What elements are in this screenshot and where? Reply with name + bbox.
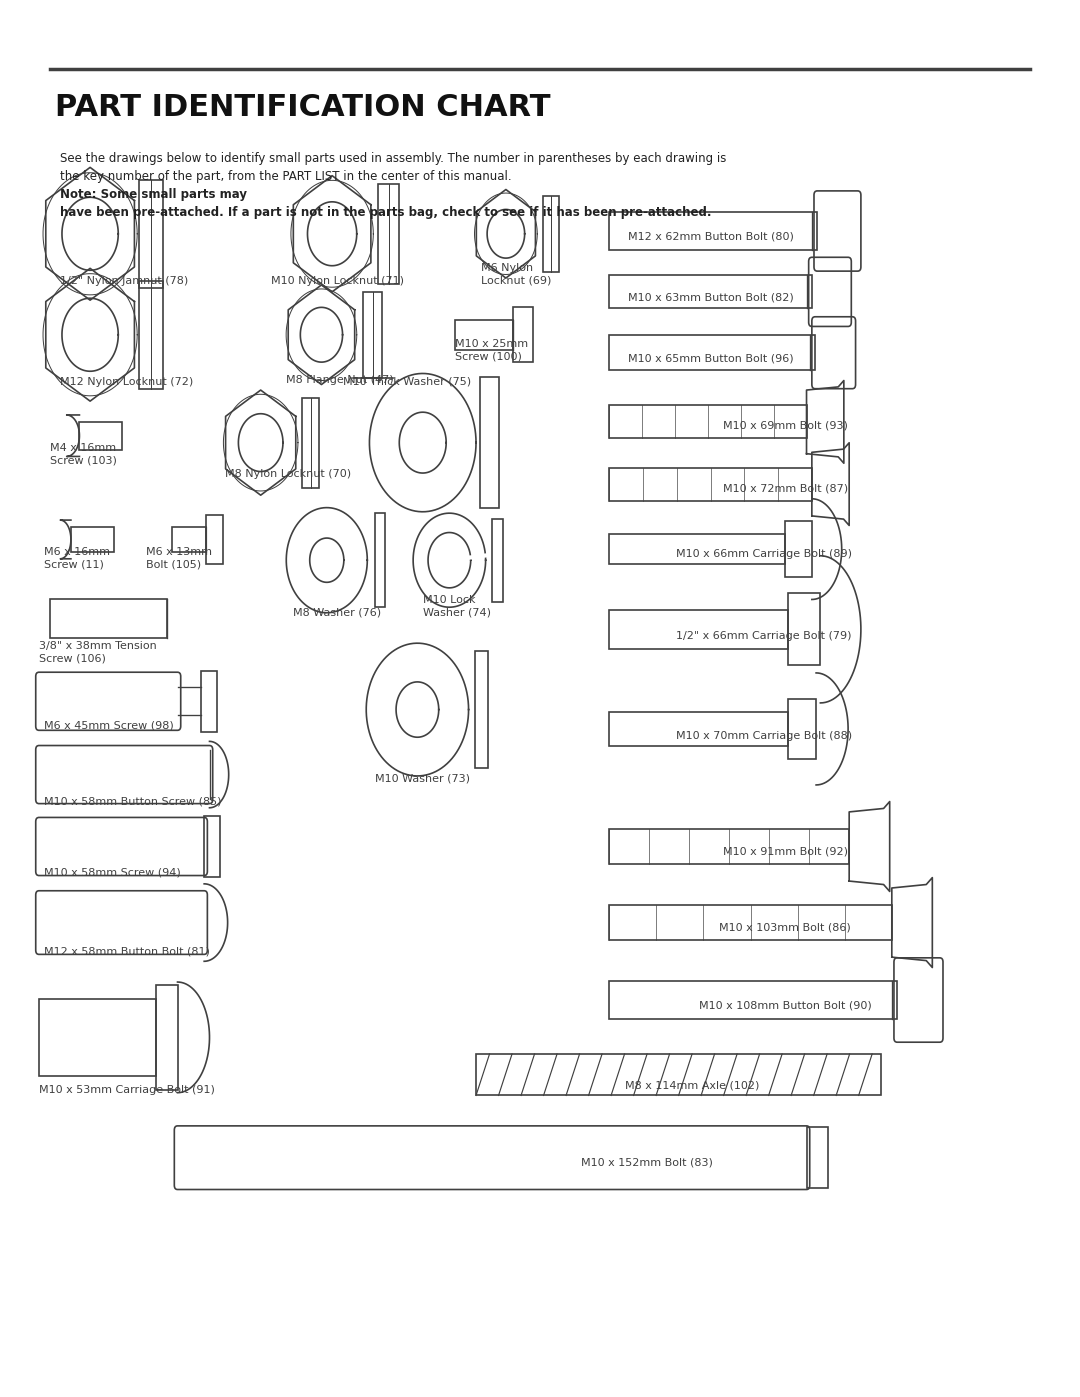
Text: M12 x 58mm Button Bolt (81): M12 x 58mm Button Bolt (81) — [44, 946, 211, 957]
Text: M12 x 62mm Button Bolt (80): M12 x 62mm Button Bolt (80) — [627, 232, 794, 242]
Text: M10 x 103mm Bolt (86): M10 x 103mm Bolt (86) — [719, 923, 851, 933]
Text: M10 x 63mm Button Bolt (82): M10 x 63mm Button Bolt (82) — [627, 292, 794, 302]
Bar — [609, 830, 849, 863]
Bar — [609, 712, 788, 746]
Bar — [481, 377, 499, 509]
Text: M10 x 108mm Button Bolt (90): M10 x 108mm Button Bolt (90) — [699, 1000, 872, 1010]
Text: M8 Washer (76): M8 Washer (76) — [293, 608, 381, 617]
Text: M10 x 65mm Button Bolt (96): M10 x 65mm Button Bolt (96) — [627, 353, 794, 363]
Text: Note: Some small parts may
have been pre-attached. If a part is not in the parts: Note: Some small parts may have been pre… — [60, 189, 712, 219]
Text: M10 x 70mm Carriage Bolt (88): M10 x 70mm Carriage Bolt (88) — [676, 731, 852, 740]
Bar — [455, 320, 513, 351]
Bar — [475, 651, 488, 768]
Bar — [609, 905, 892, 940]
Text: M6 x 45mm Screw (98): M6 x 45mm Screw (98) — [44, 721, 174, 731]
Bar — [204, 816, 220, 877]
Bar — [788, 698, 816, 760]
Text: M10 x 58mm Button Screw (85): M10 x 58mm Button Screw (85) — [44, 798, 221, 807]
Bar — [609, 405, 807, 439]
Bar — [157, 985, 177, 1090]
Bar — [609, 275, 812, 309]
Bar — [609, 211, 818, 250]
Text: M6 x 13mm
Bolt (105): M6 x 13mm Bolt (105) — [146, 546, 212, 569]
Bar — [609, 534, 785, 564]
Bar — [807, 1127, 828, 1187]
Bar — [378, 184, 400, 284]
Text: M10 x 69mm Bolt (93): M10 x 69mm Bolt (93) — [723, 420, 848, 430]
Bar — [50, 599, 167, 637]
Bar — [39, 999, 157, 1076]
Text: 1/2" x 66mm Carriage Bolt (79): 1/2" x 66mm Carriage Bolt (79) — [676, 631, 852, 641]
Text: M10 x 25mm
Screw (100): M10 x 25mm Screw (100) — [455, 339, 528, 362]
Bar — [513, 307, 532, 362]
Text: M10 x 152mm Bolt (83): M10 x 152mm Bolt (83) — [581, 1158, 713, 1168]
Bar — [80, 422, 122, 450]
Bar — [375, 513, 386, 608]
Text: M10 x 66mm Carriage Bolt (89): M10 x 66mm Carriage Bolt (89) — [676, 549, 852, 559]
Text: M10 Nylon Locknut (71): M10 Nylon Locknut (71) — [271, 275, 404, 285]
Text: M10 x 58mm Screw (94): M10 x 58mm Screw (94) — [44, 868, 181, 877]
Bar — [139, 281, 163, 388]
Text: M10 x 72mm Bolt (87): M10 x 72mm Bolt (87) — [723, 483, 848, 493]
Bar — [139, 180, 163, 288]
Bar — [785, 521, 812, 577]
Bar — [363, 292, 382, 377]
Bar — [788, 594, 821, 665]
Text: M10 Lock
Washer (74): M10 Lock Washer (74) — [422, 595, 490, 617]
Text: See the drawings below to identify small parts used in assembly. The number in p: See the drawings below to identify small… — [60, 152, 727, 183]
Text: 3/8" x 38mm Tension
Screw (106): 3/8" x 38mm Tension Screw (106) — [39, 641, 157, 664]
Bar — [206, 514, 224, 564]
Text: M6 Nylon
Locknut (69): M6 Nylon Locknut (69) — [482, 263, 552, 285]
Bar — [609, 981, 897, 1020]
Text: M8 Flange Nut (47): M8 Flange Nut (47) — [286, 376, 394, 386]
Text: 1/2" Nylon Jamnut (78): 1/2" Nylon Jamnut (78) — [60, 275, 189, 285]
Bar — [201, 671, 217, 732]
Bar — [609, 335, 815, 370]
Text: M8 Nylon Locknut (70): M8 Nylon Locknut (70) — [226, 469, 352, 479]
Bar — [476, 1053, 881, 1095]
Bar — [71, 527, 113, 552]
Text: M10 x 91mm Bolt (92): M10 x 91mm Bolt (92) — [723, 847, 848, 856]
Text: M6 x 16mm
Screw (11): M6 x 16mm Screw (11) — [44, 546, 110, 569]
Bar — [492, 518, 502, 602]
Bar — [302, 398, 320, 488]
Text: M12 Nylon Locknut (72): M12 Nylon Locknut (72) — [60, 377, 193, 387]
Bar — [609, 468, 812, 500]
Text: M10 x 53mm Carriage Bolt (91): M10 x 53mm Carriage Bolt (91) — [39, 1084, 215, 1095]
Bar — [609, 610, 788, 648]
Text: M4 x 16mm
Screw (103): M4 x 16mm Screw (103) — [50, 443, 117, 465]
Text: M8 x 114mm Axle (102): M8 x 114mm Axle (102) — [625, 1080, 759, 1091]
Text: M10 Thick Washer (75): M10 Thick Washer (75) — [342, 377, 471, 387]
Bar — [542, 196, 558, 272]
Text: PART IDENTIFICATION CHART: PART IDENTIFICATION CHART — [55, 92, 551, 122]
Bar — [172, 527, 206, 552]
Text: M10 Washer (73): M10 Washer (73) — [375, 774, 470, 784]
